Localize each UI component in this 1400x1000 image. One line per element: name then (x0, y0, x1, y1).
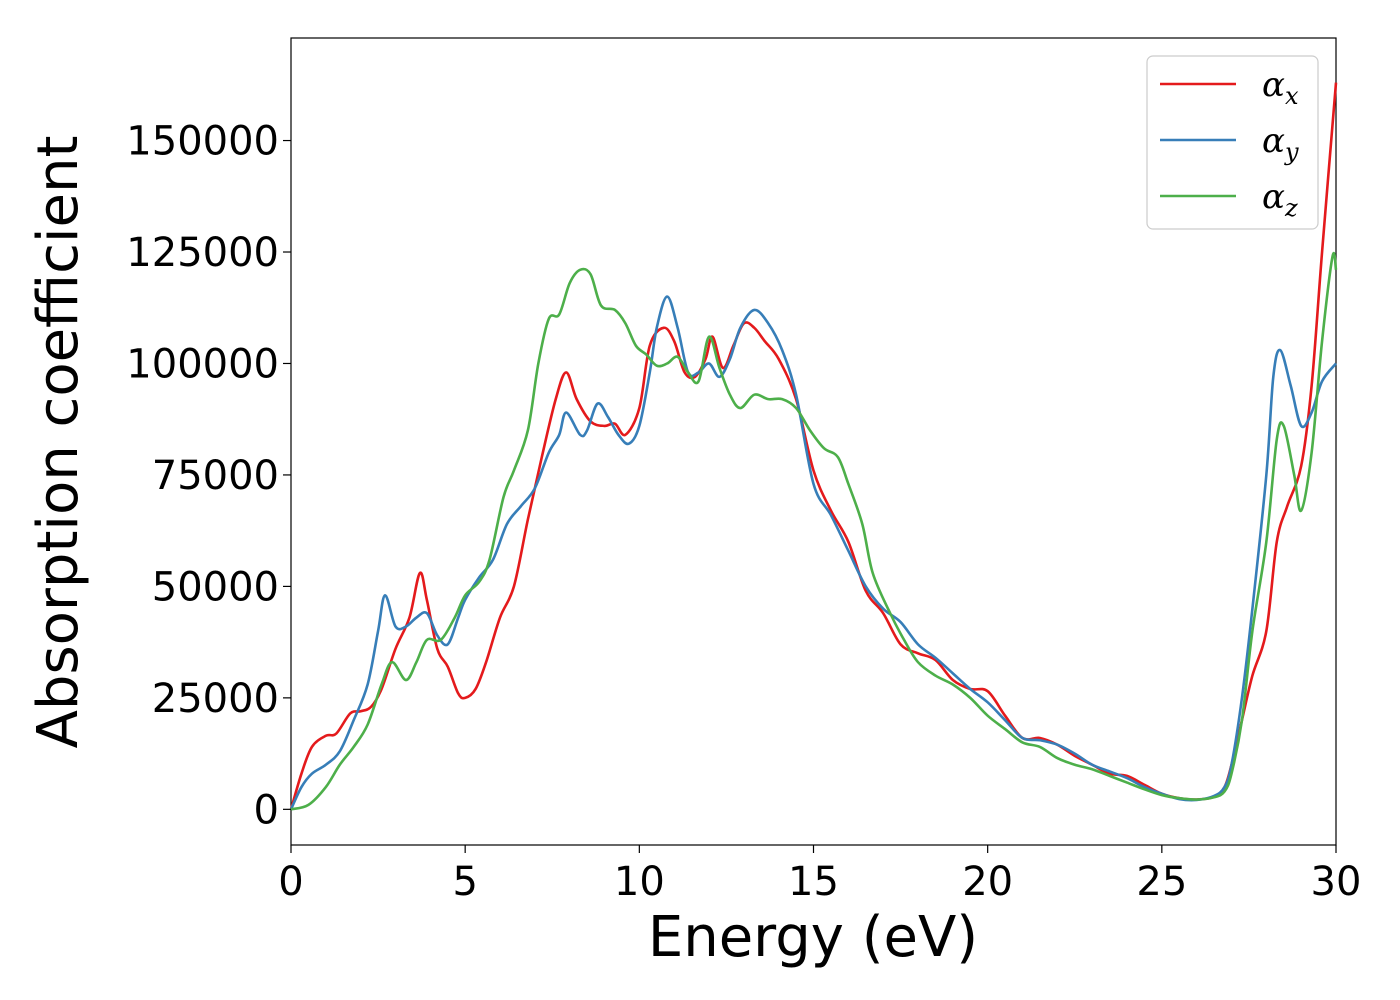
x-tick-label: 25 (1136, 859, 1187, 905)
x-tick-label: 5 (452, 859, 477, 905)
y-tick-label: 100000 (126, 341, 279, 387)
y-tick-label: 75000 (152, 453, 279, 499)
x-axis-label: Energy (eV) (648, 905, 978, 970)
x-tick-label: 0 (278, 859, 303, 905)
y-axis-label: Absorption coefficient (26, 136, 91, 749)
y-tick-label: 25000 (152, 676, 279, 722)
x-axis-ticks: 0 5 10 15 20 25 30 (278, 845, 1361, 905)
legend-box (1146, 55, 1319, 230)
x-tick-label: 15 (788, 859, 839, 905)
x-tick-label: 30 (1311, 859, 1362, 905)
x-tick-label: 10 (614, 859, 665, 905)
y-axis-ticks: 0 25000 50000 75000 100000 125000 150000 (126, 119, 291, 833)
series-line-z (290, 251, 1338, 811)
y-tick-label: 50000 (152, 564, 279, 610)
y-tick-label: 125000 (126, 230, 279, 276)
y-tick-label: 150000 (126, 119, 279, 165)
y-tick-label: 0 (254, 787, 279, 833)
series-group (289, 82, 1338, 811)
x-tick-label: 20 (962, 859, 1013, 905)
